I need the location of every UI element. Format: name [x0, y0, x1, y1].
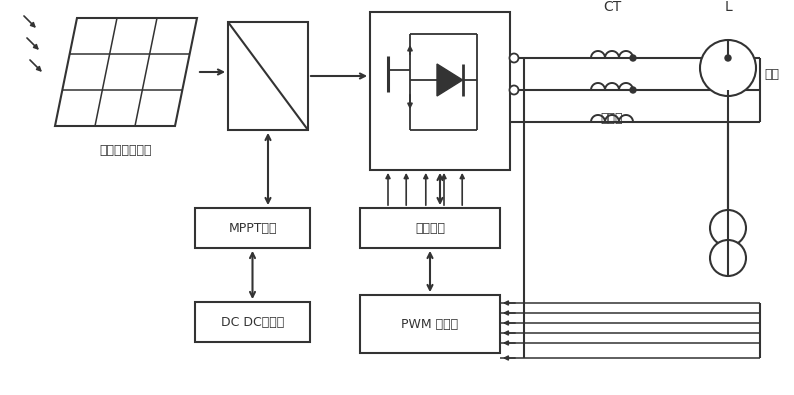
Circle shape — [710, 210, 746, 246]
Text: 驱动电路: 驱动电路 — [415, 222, 445, 235]
Circle shape — [700, 40, 756, 96]
Bar — [195, 302, 310, 342]
Circle shape — [510, 85, 518, 94]
Text: 电抗器: 电抗器 — [601, 112, 623, 125]
Bar — [360, 295, 500, 353]
Text: 太阳能电池阵列: 太阳能电池阵列 — [100, 144, 152, 157]
Circle shape — [510, 53, 518, 62]
Polygon shape — [437, 64, 463, 96]
Bar — [195, 208, 310, 248]
Circle shape — [710, 240, 746, 276]
Text: 电网: 电网 — [764, 68, 779, 81]
Bar — [360, 208, 500, 248]
Circle shape — [725, 55, 731, 61]
Bar — [228, 22, 308, 130]
Text: PWM 控制器: PWM 控制器 — [402, 318, 459, 331]
Text: L: L — [724, 0, 732, 14]
Circle shape — [630, 87, 636, 93]
Polygon shape — [55, 18, 197, 126]
Text: DC DC变换器: DC DC变换器 — [221, 316, 284, 329]
Text: CT: CT — [603, 0, 621, 14]
Text: MPPT控制: MPPT控制 — [228, 222, 277, 235]
Circle shape — [630, 55, 636, 61]
Bar — [370, 12, 510, 170]
